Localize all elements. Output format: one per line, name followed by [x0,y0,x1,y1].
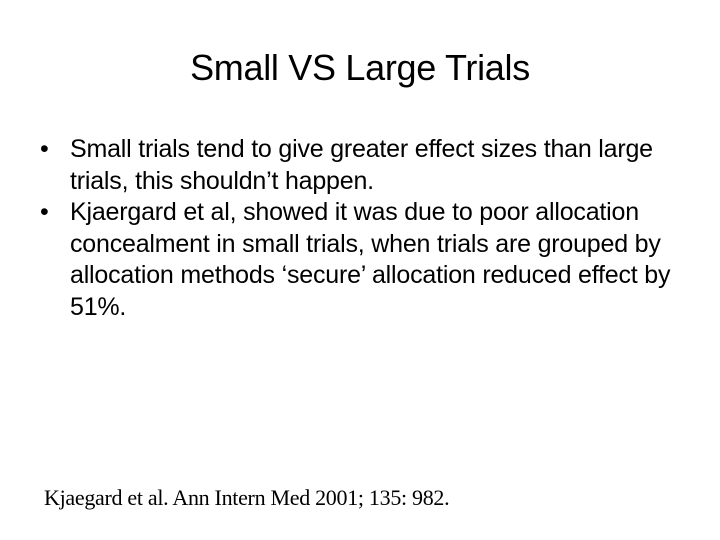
bullet-text: Small trials tend to give greater effect… [70,135,653,195]
citation-reference: Kjaegard et al. Ann Intern Med 2001; 135… [44,485,450,510]
bullet-text: Kjaergard et al, showed it was due to po… [70,198,671,321]
bullet-item: • Kjaergard et al, showed it was due to … [36,197,676,323]
bullet-list: • Small trials tend to give greater effe… [36,134,676,323]
bullet-marker: • [40,198,49,226]
bullet-item: • Small trials tend to give greater effe… [36,134,676,197]
bullet-marker: • [40,135,49,163]
slide-title: Small VS Large Trials [190,47,530,88]
